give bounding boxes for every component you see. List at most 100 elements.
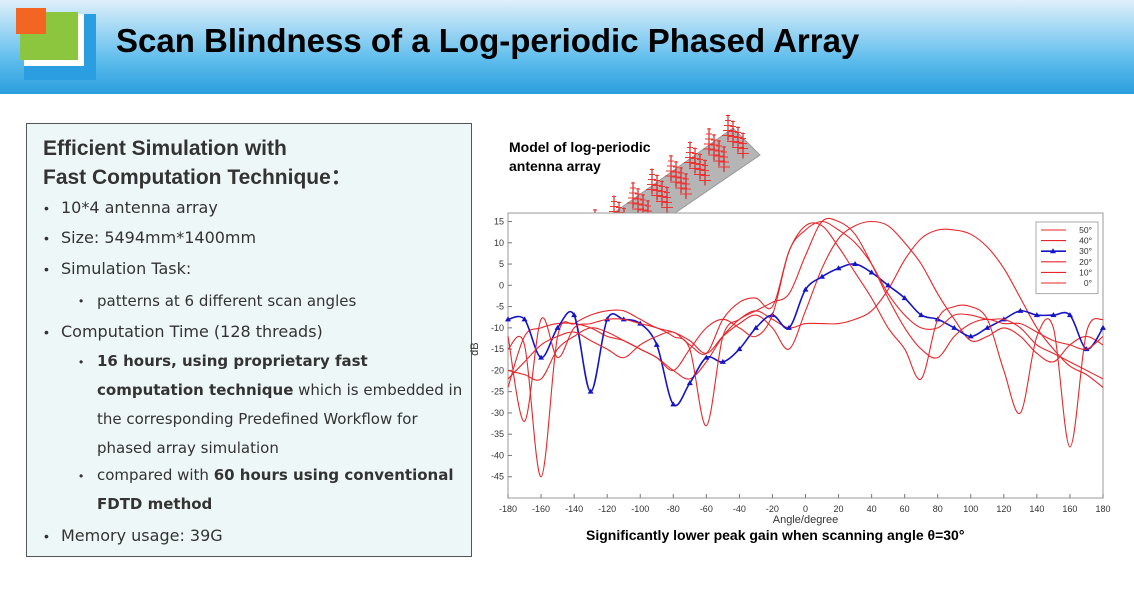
y-tick-label: -35 <box>491 429 504 439</box>
title-bar: Scan Blindness of a Log-periodic Phased … <box>0 0 1134 94</box>
legend: 50°40°30°20°10°0° <box>1035 221 1099 295</box>
series-point <box>1033 312 1040 318</box>
antenna-element <box>737 132 749 159</box>
y-tick-label: -10 <box>491 323 504 333</box>
bold-text: 60 hours using conventional FDTD method <box>97 466 454 513</box>
series-line-3 <box>507 217 1104 427</box>
legend-label: 10° <box>1079 267 1092 277</box>
bullet-task: Simulation Task: <box>61 259 192 278</box>
series-point <box>819 273 826 279</box>
x-tick-label: 0 <box>803 504 808 514</box>
bullet-dot: • <box>44 230 49 246</box>
series-point <box>885 282 892 288</box>
model-label: Model of log-periodic antenna array <box>509 139 651 174</box>
antenna-element <box>670 161 682 187</box>
y-tick-label: -20 <box>491 365 504 375</box>
series-point <box>901 295 908 301</box>
legend-label: 0° <box>1084 278 1092 288</box>
legend-frame <box>1035 221 1099 295</box>
sub-bullet-dot: • <box>79 355 84 369</box>
series-point <box>686 380 693 386</box>
antenna-element <box>665 155 677 181</box>
series-line-4 <box>507 220 1104 381</box>
series-point <box>835 265 842 271</box>
series-point <box>505 316 511 322</box>
normal-text: which is embedded in the corresponding P… <box>97 381 463 457</box>
series-point <box>571 312 578 318</box>
box-title: Efficient Simulation with Fast Computati… <box>43 134 352 192</box>
x-tick-label: -140 <box>565 504 583 514</box>
x-axis-label: Angle/degree <box>773 514 838 526</box>
box-title-line2: Fast Computation Technique： <box>43 166 352 189</box>
chart-caption: Significantly lower peak gain when scann… <box>586 527 965 543</box>
simulation-info-box: Efficient Simulation with Fast Computati… <box>26 123 472 557</box>
series-point <box>653 341 660 347</box>
x-tick-label: 140 <box>1029 504 1044 514</box>
x-tick-label: -160 <box>532 504 550 514</box>
antenna-element <box>661 186 673 213</box>
y-tick-label: -30 <box>491 408 504 418</box>
bold-text: 16 hours, using proprietary fast computa… <box>97 352 368 399</box>
series-line-0 <box>507 228 1104 388</box>
bullet-dot: • <box>44 200 49 216</box>
legend-marker <box>1050 248 1056 254</box>
slide-title: Scan Blindness of a Log-periodic Phased … <box>116 22 860 59</box>
series-point <box>984 324 991 330</box>
series-point <box>1017 307 1024 313</box>
antenna-element <box>718 146 730 172</box>
x-tick-label: 180 <box>1095 504 1110 514</box>
sub-bullet-dot: • <box>79 469 84 483</box>
antenna-element <box>699 159 711 186</box>
bullet-time-sub1: 16 hours, using proprietary fast computa… <box>97 347 469 463</box>
bullet-dot: • <box>44 528 49 544</box>
series-layer <box>505 217 1106 478</box>
series-point <box>802 286 809 292</box>
series-point <box>852 261 859 267</box>
series-point <box>918 312 925 318</box>
series-point <box>752 324 759 330</box>
series-point <box>719 358 726 364</box>
series-point <box>1066 312 1073 318</box>
normal-text: compared with <box>97 466 214 484</box>
series-point <box>521 316 528 322</box>
x-tick-label: -80 <box>667 504 680 514</box>
x-tick-label: -20 <box>766 504 779 514</box>
series-point <box>538 354 545 360</box>
bullet-memory: Memory usage: 39G <box>61 526 223 545</box>
bullet-dot: • <box>44 324 49 340</box>
y-tick-label: -5 <box>496 302 504 312</box>
series-point <box>868 269 875 275</box>
series-line-5 <box>507 222 1104 448</box>
y-tick-label: 5 <box>499 259 504 269</box>
x-tick-label: -40 <box>733 504 746 514</box>
axis-ticks: -180 -160 -140 -120 -100 -80 -60 -40 -20 0 20 40 60 8… <box>491 217 1111 514</box>
x-tick-label: -60 <box>700 504 713 514</box>
bullet-dot: • <box>44 261 49 277</box>
x-tick-label: 120 <box>996 504 1011 514</box>
x-tick-label: 20 <box>834 504 844 514</box>
y-tick-label: -15 <box>491 344 504 354</box>
series-point <box>1050 312 1057 318</box>
x-tick-label: 80 <box>933 504 943 514</box>
x-tick-label: 160 <box>1062 504 1077 514</box>
sub-bullet-dot: • <box>79 294 84 308</box>
x-tick-label: 40 <box>867 504 877 514</box>
y-axis-label: dB <box>469 342 481 355</box>
bullet-size: Size: 5494mm*1400mm <box>61 228 257 247</box>
y-tick-label: -45 <box>491 472 504 482</box>
antenna-element <box>694 153 706 180</box>
x-tick-label: -120 <box>598 504 616 514</box>
y-tick-label: -40 <box>491 450 504 460</box>
bullet-time-sub2: compared with 60 hours using conventiona… <box>97 461 469 519</box>
legend-label: 20° <box>1079 257 1092 267</box>
bullet-time: Computation Time (128 threads) <box>61 322 323 341</box>
legend-label: 40° <box>1079 236 1092 246</box>
y-tick-label: 10 <box>494 238 504 248</box>
legend-label: 30° <box>1079 246 1092 256</box>
plot-area <box>507 212 1104 499</box>
y-tick-label: 15 <box>494 217 504 227</box>
series-point <box>587 388 594 394</box>
bullet-task-sub: patterns at 6 different scan angles <box>97 292 357 310</box>
series-point <box>951 324 958 330</box>
series-point <box>785 324 792 330</box>
